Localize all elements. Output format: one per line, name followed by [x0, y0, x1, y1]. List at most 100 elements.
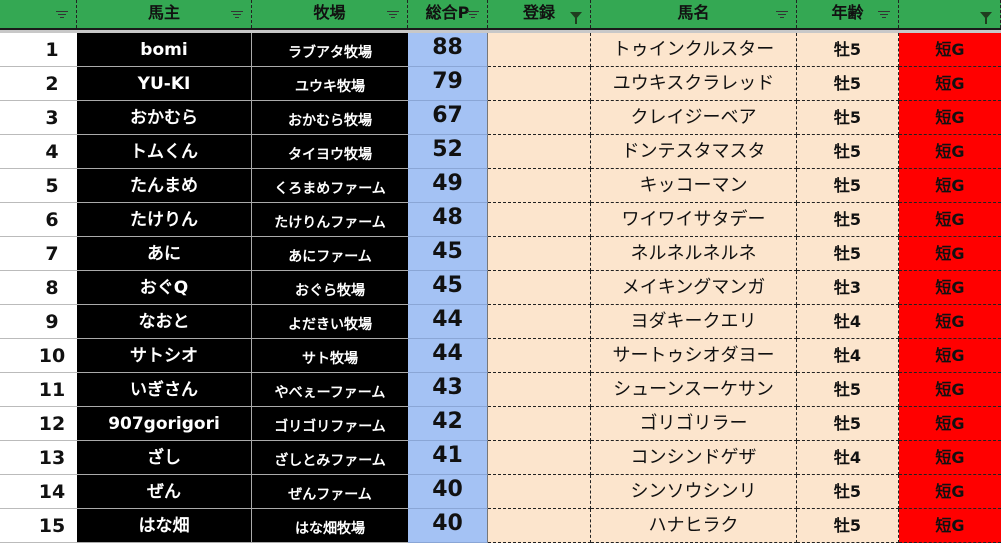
- cell-class[interactable]: 短G: [899, 101, 1001, 135]
- cell-horse[interactable]: ゴリゴリラー: [591, 407, 797, 441]
- cell-age[interactable]: 牡5: [797, 33, 899, 67]
- cell-horse[interactable]: サートゥシオダヨー: [591, 339, 797, 373]
- cell-horse[interactable]: ネルネルネルネ: [591, 237, 797, 271]
- cell-points[interactable]: 48: [408, 203, 488, 237]
- cell-owner[interactable]: ざし: [77, 441, 252, 475]
- cell-points[interactable]: 41: [408, 441, 488, 475]
- cell-farm[interactable]: よだきい牧場: [252, 305, 408, 339]
- cell-rank[interactable]: 6: [0, 203, 77, 237]
- column-header-points[interactable]: 総合P: [408, 0, 488, 28]
- cell-age[interactable]: 牡5: [797, 237, 899, 271]
- cell-age[interactable]: 牡5: [797, 203, 899, 237]
- cell-rank[interactable]: 14: [0, 475, 77, 509]
- cell-farm[interactable]: サト牧場: [252, 339, 408, 373]
- cell-horse[interactable]: コンシンドゲザ: [591, 441, 797, 475]
- cell-points[interactable]: 40: [408, 475, 488, 509]
- cell-horse[interactable]: メイキングマンガ: [591, 271, 797, 305]
- column-header-age[interactable]: 年齢: [797, 0, 899, 28]
- filter-active-icon[interactable]: [980, 12, 992, 24]
- cell-rank[interactable]: 5: [0, 169, 77, 203]
- cell-owner[interactable]: YU-KI: [77, 67, 252, 101]
- cell-registered[interactable]: [488, 407, 591, 441]
- cell-class[interactable]: 短G: [899, 407, 1001, 441]
- cell-horse[interactable]: ハナヒラク: [591, 509, 797, 543]
- cell-class[interactable]: 短G: [899, 135, 1001, 169]
- cell-age[interactable]: 牡5: [797, 509, 899, 543]
- cell-points[interactable]: 42: [408, 407, 488, 441]
- cell-points[interactable]: 44: [408, 339, 488, 373]
- filter-icon[interactable]: [776, 9, 788, 19]
- cell-age[interactable]: 牡3: [797, 271, 899, 305]
- cell-rank[interactable]: 10: [0, 339, 77, 373]
- cell-class[interactable]: 短G: [899, 237, 1001, 271]
- cell-owner[interactable]: たんまめ: [77, 169, 252, 203]
- column-header-farm[interactable]: 牧場: [252, 0, 408, 28]
- column-header-registered[interactable]: 登録: [488, 0, 591, 28]
- cell-farm[interactable]: やべぇーファーム: [252, 373, 408, 407]
- cell-rank[interactable]: 4: [0, 135, 77, 169]
- cell-age[interactable]: 牡5: [797, 135, 899, 169]
- cell-registered[interactable]: [488, 373, 591, 407]
- cell-rank[interactable]: 11: [0, 373, 77, 407]
- cell-age[interactable]: 牡5: [797, 373, 899, 407]
- cell-class[interactable]: 短G: [899, 373, 1001, 407]
- cell-registered[interactable]: [488, 441, 591, 475]
- cell-class[interactable]: 短G: [899, 169, 1001, 203]
- cell-age[interactable]: 牡5: [797, 407, 899, 441]
- cell-registered[interactable]: [488, 237, 591, 271]
- cell-points[interactable]: 79: [408, 67, 488, 101]
- cell-horse[interactable]: キッコーマン: [591, 169, 797, 203]
- cell-points[interactable]: 52: [408, 135, 488, 169]
- cell-farm[interactable]: タイヨウ牧場: [252, 135, 408, 169]
- cell-owner[interactable]: サトシオ: [77, 339, 252, 373]
- cell-registered[interactable]: [488, 475, 591, 509]
- cell-rank[interactable]: 13: [0, 441, 77, 475]
- cell-age[interactable]: 牡4: [797, 339, 899, 373]
- cell-points[interactable]: 67: [408, 101, 488, 135]
- cell-horse[interactable]: ヨダキークエリ: [591, 305, 797, 339]
- cell-class[interactable]: 短G: [899, 33, 1001, 67]
- cell-age[interactable]: 牡4: [797, 305, 899, 339]
- cell-age[interactable]: 牡5: [797, 101, 899, 135]
- cell-farm[interactable]: ラブアタ牧場: [252, 33, 408, 67]
- filter-active-icon[interactable]: [570, 12, 582, 24]
- cell-owner[interactable]: トムくん: [77, 135, 252, 169]
- cell-owner[interactable]: いぎさん: [77, 373, 252, 407]
- cell-rank[interactable]: 2: [0, 67, 77, 101]
- cell-class[interactable]: 短G: [899, 475, 1001, 509]
- cell-rank[interactable]: 15: [0, 509, 77, 543]
- cell-owner[interactable]: おかむら: [77, 101, 252, 135]
- cell-age[interactable]: 牡5: [797, 169, 899, 203]
- cell-rank[interactable]: 8: [0, 271, 77, 305]
- cell-class[interactable]: 短G: [899, 271, 1001, 305]
- cell-owner[interactable]: あに: [77, 237, 252, 271]
- filter-icon[interactable]: [387, 9, 399, 19]
- filter-icon[interactable]: [231, 9, 243, 19]
- cell-horse[interactable]: トゥインクルスター: [591, 33, 797, 67]
- cell-rank[interactable]: 1: [0, 33, 77, 67]
- column-header-owner[interactable]: 馬主: [77, 0, 252, 28]
- cell-age[interactable]: 牡4: [797, 441, 899, 475]
- cell-class[interactable]: 短G: [899, 441, 1001, 475]
- filter-icon[interactable]: [56, 9, 68, 19]
- cell-registered[interactable]: [488, 339, 591, 373]
- cell-registered[interactable]: [488, 101, 591, 135]
- cell-horse[interactable]: シューンスーケサン: [591, 373, 797, 407]
- cell-class[interactable]: 短G: [899, 509, 1001, 543]
- cell-registered[interactable]: [488, 169, 591, 203]
- cell-registered[interactable]: [488, 509, 591, 543]
- filter-icon[interactable]: [467, 9, 479, 19]
- cell-age[interactable]: 牡5: [797, 67, 899, 101]
- cell-points[interactable]: 88: [408, 33, 488, 67]
- cell-horse[interactable]: ユウキスクラレッド: [591, 67, 797, 101]
- column-header-class[interactable]: [899, 0, 1001, 28]
- cell-horse[interactable]: シンソウシンリ: [591, 475, 797, 509]
- cell-owner[interactable]: ぜん: [77, 475, 252, 509]
- cell-rank[interactable]: 12: [0, 407, 77, 441]
- cell-farm[interactable]: ゴリゴリファーム: [252, 407, 408, 441]
- cell-registered[interactable]: [488, 67, 591, 101]
- cell-farm[interactable]: くろまめファーム: [252, 169, 408, 203]
- cell-class[interactable]: 短G: [899, 305, 1001, 339]
- cell-registered[interactable]: [488, 135, 591, 169]
- cell-owner[interactable]: おぐQ: [77, 271, 252, 305]
